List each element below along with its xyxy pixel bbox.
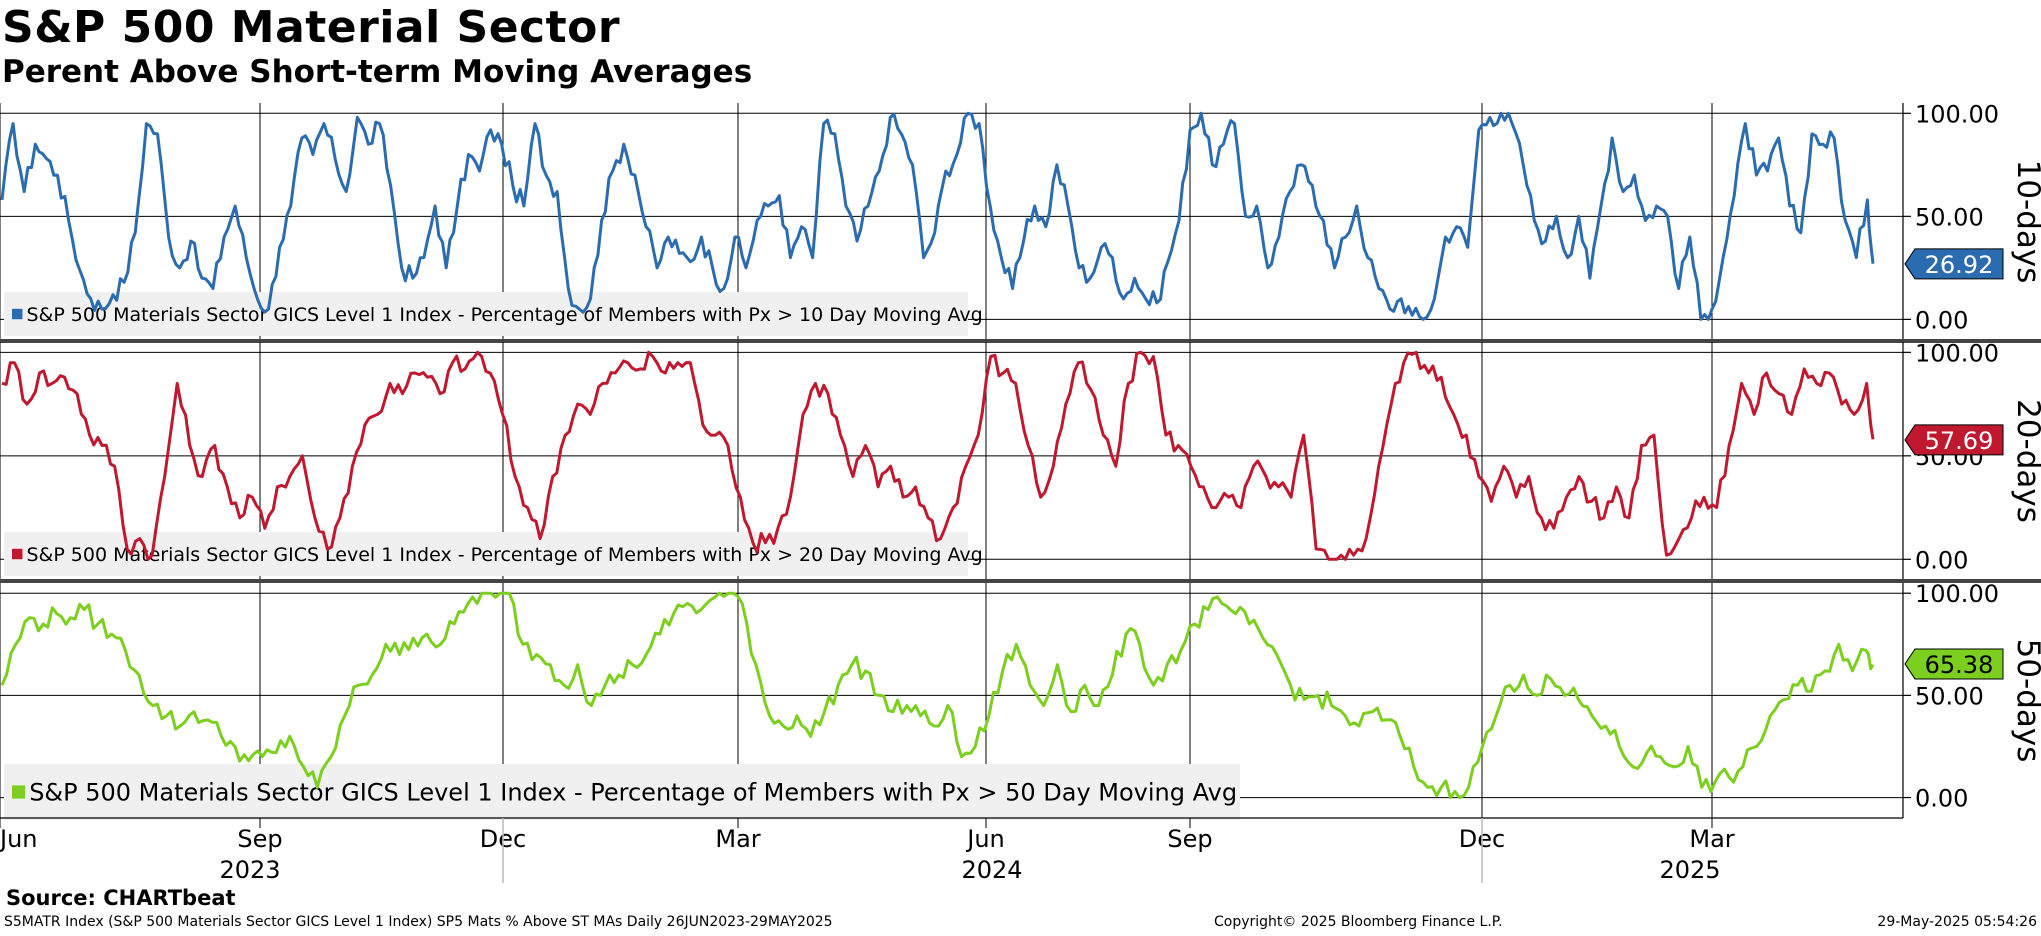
x-tick-label: Jun — [0, 825, 38, 853]
chart-subtitle: Perent Above Short-term Moving Averages — [2, 54, 753, 90]
x-year-label: 2024 — [961, 856, 1022, 884]
y-tick-label: 50.00 — [1915, 682, 1984, 710]
series-description: S5MATR Index (S&P 500 Materials Sector G… — [4, 914, 833, 930]
panel-50-days: S&P 500 Materials Sector GICS Level 1 In… — [0, 580, 2041, 820]
y-tick-label: 0.00 — [1915, 546, 1968, 574]
chart-title: S&P 500 Material Sector — [2, 2, 621, 53]
legend-box — [4, 292, 968, 336]
y-tick-label: 0.00 — [1915, 306, 1968, 334]
panel-20-days: S&P 500 Materials Sector GICS Level 1 In… — [0, 339, 2041, 583]
source-label: Source: CHARTbeat — [6, 886, 236, 910]
y-tick-label: 100.00 — [1915, 580, 1999, 608]
y-tick-label: 100.00 — [1915, 100, 1999, 128]
series-line — [0, 111, 1875, 321]
y-tick-label: 100.00 — [1915, 339, 1999, 367]
y-tick-label: 50.00 — [1915, 203, 1984, 231]
last-value-tag — [1904, 648, 2004, 680]
last-value-label: 26.92 — [1925, 251, 1994, 279]
legend-box — [4, 764, 1240, 820]
last-value-label: 65.38 — [1925, 651, 1994, 679]
timestamp: 29-May-2025 05:54:26 — [1877, 914, 2037, 930]
panel-label: 20-days — [2010, 399, 2041, 523]
copyright: Copyright© 2025 Bloomberg Finance L.P. — [1214, 914, 1503, 930]
legend-swatch — [12, 548, 23, 560]
panel-label: 50-days — [2010, 639, 2041, 763]
legend-box — [4, 532, 968, 576]
chart: S&P 500 Materials Sector GICS Level 1 In… — [0, 100, 2041, 884]
x-tick-label: Sep — [237, 825, 282, 853]
legend-label: S&P 500 Materials Sector GICS Level 1 In… — [29, 779, 1237, 807]
x-year-label: 2023 — [219, 856, 280, 884]
x-tick-label: Jun — [965, 825, 1005, 853]
x-tick-label: Sep — [1167, 825, 1212, 853]
panel-10-days: S&P 500 Materials Sector GICS Level 1 In… — [0, 100, 2041, 343]
series-line — [1, 350, 1875, 561]
y-tick-label: 0.00 — [1915, 785, 1968, 813]
legend-label: S&P 500 Materials Sector GICS Level 1 In… — [26, 304, 982, 326]
legend-label: S&P 500 Materials Sector GICS Level 1 In… — [26, 544, 982, 566]
legend-swatch — [12, 785, 26, 799]
panel-label: 10-days — [2010, 160, 2041, 284]
last-value-label: 57.69 — [1925, 427, 1994, 455]
last-value-tag — [1904, 248, 2004, 280]
legend-swatch — [12, 308, 23, 320]
x-tick-label: Mar — [1689, 825, 1734, 853]
x-tick-label: Mar — [715, 825, 760, 853]
x-year-label: 2025 — [1659, 856, 1720, 884]
series-line — [0, 591, 1875, 800]
last-value-tag — [1904, 424, 2004, 456]
